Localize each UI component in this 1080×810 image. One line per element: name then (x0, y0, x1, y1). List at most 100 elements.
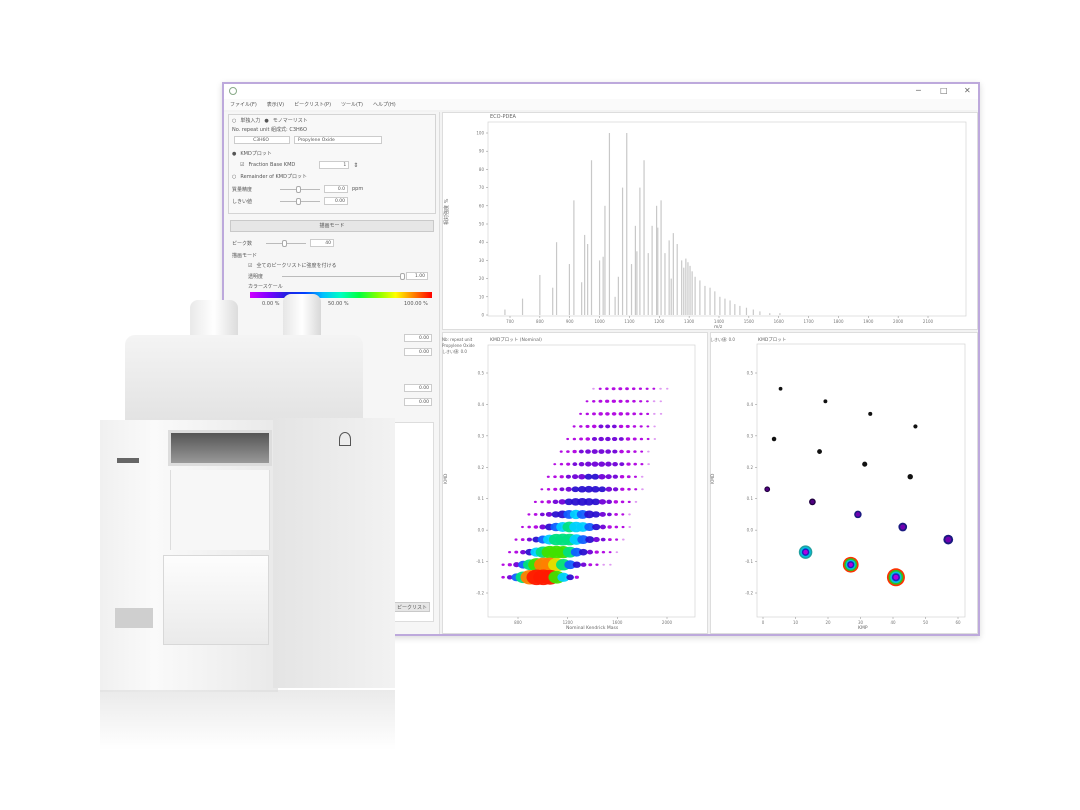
bubble-point (605, 461, 612, 467)
bubble-point (638, 387, 643, 390)
bubble-point (591, 498, 601, 506)
radio-remainder[interactable]: ○ (232, 173, 237, 180)
bubble-point (611, 387, 616, 391)
x-tick-label: 800 (514, 620, 522, 625)
chart-title: KMDプロット (758, 337, 786, 343)
x-tick-label: 2000 (893, 319, 904, 324)
bubble-point (592, 412, 596, 416)
bubble-point (595, 563, 599, 566)
bubble-point (615, 538, 619, 541)
fraction-base-checkbox[interactable]: ☑ (240, 162, 245, 168)
bubble-point (570, 547, 583, 557)
bubble-point (577, 535, 589, 545)
value-input[interactable]: 0.00 (404, 334, 432, 342)
y-tick-label: 0.0 (478, 528, 485, 533)
bubble-point (598, 387, 602, 390)
close-button[interactable]: ✕ (964, 86, 971, 95)
bubble-point (591, 449, 598, 454)
x-tick-label: 1400 (714, 319, 725, 324)
bubble-point (634, 500, 638, 503)
formula-select[interactable]: C3H6O (234, 136, 290, 144)
x-tick-label: 20 (825, 620, 831, 625)
bubble-point (625, 387, 629, 391)
bubble-point (653, 412, 656, 415)
bubble-point (641, 488, 644, 491)
bubble-point (574, 575, 579, 579)
bubble-point (585, 424, 590, 428)
bubble-point (633, 462, 637, 466)
bubble-point (645, 387, 649, 390)
menu-help[interactable]: ヘルプ(H) (373, 102, 396, 108)
monomer-select[interactable]: Propylene Oxide (294, 136, 382, 144)
kmd-panel (710, 332, 978, 634)
radio-monomer-list[interactable]: ● (264, 117, 269, 124)
plot-frame (487, 121, 967, 317)
bubble-point (608, 551, 612, 554)
bubble-point (598, 424, 604, 429)
x-tick-label: 800 (536, 319, 544, 324)
bubble-point (647, 463, 650, 466)
bubble-point (605, 436, 611, 442)
bubble-point (539, 524, 546, 530)
bubble-point (646, 425, 650, 428)
bubble-point (627, 487, 631, 491)
bubble-point (613, 500, 619, 504)
y-tick-label: 0.5 (478, 371, 485, 376)
plot-frame (487, 344, 696, 618)
menu-peaklist[interactable]: ピークリスト(P) (294, 102, 332, 108)
y-tick-label: -0.2 (745, 591, 753, 596)
bubble-point (591, 424, 597, 429)
mass-accuracy-input[interactable]: 0.0 (324, 185, 348, 193)
value-input[interactable]: 0.00 (404, 384, 432, 392)
bubble-point (598, 461, 606, 467)
value-input[interactable]: 0.00 (404, 348, 432, 356)
draw-mode-label: 描画モード (232, 253, 258, 259)
bubble-point (893, 574, 899, 580)
threshold-slider[interactable] (280, 197, 320, 205)
x-axis-label: Nominal Kendrick Mass (566, 625, 619, 631)
spinner-icon[interactable]: ⇕ (353, 161, 359, 169)
kmd-nominal-chart: KMDプロット (Nominal) Nb: repeat unit Propyl… (442, 337, 696, 631)
bubble-point (559, 450, 563, 453)
bubble-point (591, 437, 598, 441)
x-tick-label: 1700 (803, 319, 814, 324)
mass-accuracy-slider[interactable] (280, 185, 320, 193)
bubble-point (527, 525, 531, 529)
bubble-point (557, 572, 570, 582)
all-peaks-checkbox[interactable]: ☑ (248, 262, 253, 269)
minimize-button[interactable]: ─ (916, 86, 921, 95)
threshold-input[interactable]: 0.00 (324, 197, 348, 205)
bubble-point (628, 525, 632, 529)
bubble-point (659, 400, 663, 403)
bubble-point (614, 512, 618, 516)
value-input[interactable]: 0.00 (404, 398, 432, 406)
bubble-point (606, 499, 612, 505)
bubble-point (607, 525, 612, 529)
radio-kmd-plot[interactable]: ● (232, 150, 237, 157)
maximize-button[interactable]: □ (940, 86, 948, 95)
menu-tools[interactable]: ツール(T) (341, 102, 363, 108)
x-tick-label: 0 (762, 620, 765, 625)
bubble-point (778, 386, 783, 391)
bubble-point (592, 399, 596, 403)
transparency-input[interactable]: 1.00 (406, 272, 428, 280)
bubble-point (598, 412, 603, 416)
radio-single-input[interactable]: ○ (232, 117, 237, 124)
draw-mode-button[interactable]: 描画モード (230, 220, 434, 232)
bubble-point (652, 400, 656, 403)
menu-view[interactable]: 表示(V) (266, 102, 285, 108)
peak-count-input[interactable]: 40 (310, 239, 334, 247)
peak-count-slider[interactable] (266, 239, 306, 247)
transparency-slider[interactable] (282, 272, 405, 280)
fraction-input[interactable]: 1 (319, 161, 350, 169)
menu-file[interactable]: ファイル(F) (230, 102, 257, 108)
title-bar: ─ □ ✕ (224, 84, 978, 99)
x-tick-label: 1800 (833, 319, 844, 324)
radio-label: KMDプロット (240, 151, 272, 157)
bubble-point (620, 500, 625, 504)
y-axis-label: KMD (443, 473, 449, 484)
bubble-point (585, 437, 591, 441)
bubble-point (605, 387, 609, 391)
bubble-point (618, 424, 624, 429)
y-tick-label: 90 (479, 149, 485, 154)
